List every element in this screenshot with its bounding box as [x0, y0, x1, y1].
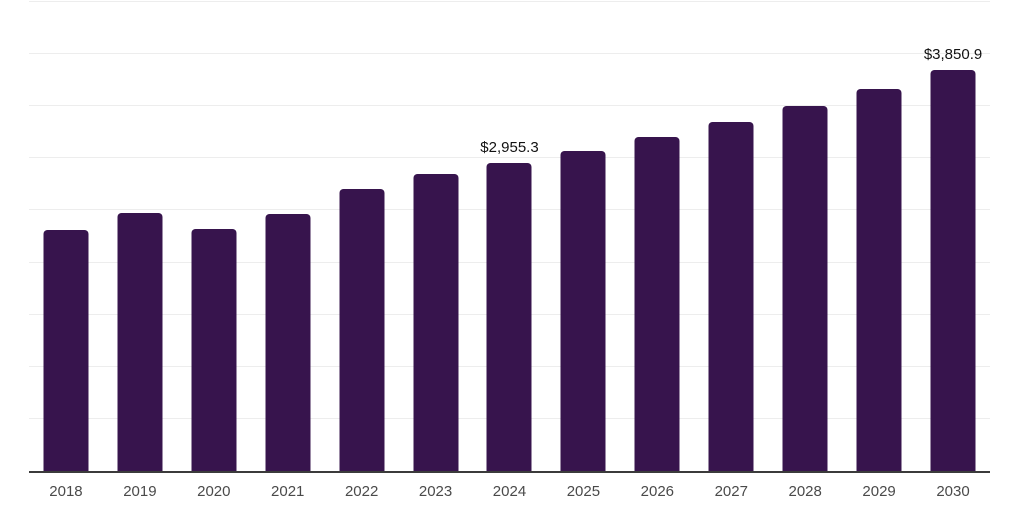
bar-2024	[486, 163, 532, 471]
bar-2022	[339, 189, 385, 471]
bar-slot-2025	[546, 2, 620, 471]
bar-2025	[560, 151, 606, 471]
bar-2020	[191, 229, 237, 471]
bar-2030	[930, 70, 976, 471]
bar-slot-2029	[842, 2, 916, 471]
bar-2019	[117, 213, 163, 471]
bar-slot-2027	[694, 2, 768, 471]
data-label-2024: $2,955.3	[480, 139, 539, 156]
x-tick-2027: 2027	[714, 483, 748, 500]
bar-slot-2026	[620, 2, 694, 471]
x-tick-2019: 2019	[123, 483, 157, 500]
bar-2021	[265, 214, 311, 471]
x-tick-2021: 2021	[271, 483, 305, 500]
gridline-4000	[29, 53, 990, 55]
bar-slot-2018	[29, 2, 103, 471]
x-tick-2020: 2020	[197, 483, 231, 500]
x-tick-2026: 2026	[640, 483, 675, 500]
x-tick-2028: 2028	[788, 483, 822, 500]
bar-2018	[43, 230, 89, 471]
bars-container: $2,955.3 $3,850.9	[29, 2, 990, 471]
bar-2026	[634, 137, 680, 471]
bar-2028	[782, 106, 828, 471]
bar-slot-2022	[325, 2, 399, 471]
gridline-3000	[29, 157, 990, 159]
bar-2023	[413, 174, 459, 471]
gridline-3500	[29, 105, 990, 107]
bar-slot-2024: $2,955.3	[473, 2, 547, 471]
x-tick-2022: 2022	[344, 483, 379, 500]
x-axis-labels: 2018 2019 2020 2021 2022 2023 2024 2025 2026 2027…	[29, 482, 990, 502]
bar-slot-2020	[177, 2, 251, 471]
x-tick-2018: 2018	[49, 483, 83, 500]
data-label-2030: $3,850.9	[923, 46, 983, 63]
x-tick-2029: 2029	[862, 483, 896, 500]
bar-2029	[856, 89, 902, 471]
bar-slot-2030: $3,850.9	[916, 2, 990, 471]
plot-area: $2,955.3 $3,850.9	[29, 1, 990, 473]
x-tick-2030: 2030	[936, 483, 970, 500]
x-tick-2025: 2025	[566, 483, 601, 500]
bar-slot-2021	[251, 2, 325, 471]
bar-slot-2019	[103, 2, 177, 471]
x-tick-2023: 2023	[418, 483, 453, 500]
gridline-4500	[29, 1, 990, 2]
bar-2027	[708, 122, 754, 471]
x-tick-2024: 2024	[492, 483, 527, 500]
bar-slot-2023	[399, 2, 473, 471]
bar-slot-2028	[768, 2, 842, 471]
